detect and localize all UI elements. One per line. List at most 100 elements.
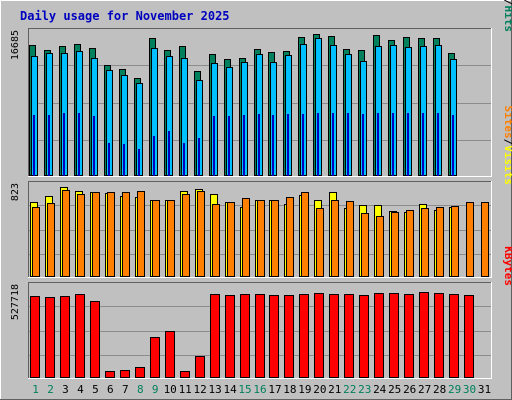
bar-sites-day-10 xyxy=(167,200,175,277)
bar-kbytes-day-11 xyxy=(180,371,190,378)
bar-sites-day-2 xyxy=(47,203,55,277)
bar-sites-day-1 xyxy=(32,207,40,277)
bar-pages-day-16 xyxy=(258,114,260,176)
bar-sites-day-31 xyxy=(481,202,489,277)
bar-kbytes-day-5 xyxy=(90,301,100,378)
bar-kbytes-day-24 xyxy=(374,293,384,378)
day-label-9: 9 xyxy=(152,383,159,396)
bar-pages-day-3 xyxy=(63,113,65,176)
bar-pages-day-17 xyxy=(272,115,274,176)
bar-pages-day-25 xyxy=(392,113,394,176)
bar-pages-day-14 xyxy=(228,116,230,176)
day-label-18: 18 xyxy=(283,383,296,396)
bar-sites-day-20 xyxy=(316,208,324,277)
side-legend-part: Hits xyxy=(502,6,512,33)
day-label-24: 24 xyxy=(373,383,387,396)
bar-kbytes-day-14 xyxy=(225,295,235,378)
side-legend-part: / xyxy=(502,0,512,6)
bar-pages-day-21 xyxy=(332,113,334,176)
ymax-label-visits_sites: 823 xyxy=(10,183,21,201)
bar-pages-day-13 xyxy=(213,116,215,176)
bar-kbytes-day-15 xyxy=(240,294,250,378)
bar-sites-day-29 xyxy=(451,206,459,277)
bar-pages-day-10 xyxy=(168,131,170,176)
bar-pages-day-20 xyxy=(317,113,319,176)
bar-sites-day-25 xyxy=(391,212,399,277)
day-label-28: 28 xyxy=(433,383,446,396)
bar-sites-day-17 xyxy=(271,200,279,277)
bar-pages-day-23 xyxy=(362,114,364,176)
day-label-6: 6 xyxy=(107,383,114,396)
ymax-label-hits_files_pages: 16685 xyxy=(10,30,21,60)
chart-title: Daily usage for November 2025 xyxy=(20,9,230,23)
day-label-8: 8 xyxy=(137,383,144,396)
bar-sites-day-30 xyxy=(466,202,474,277)
bar-pages-day-15 xyxy=(243,115,245,176)
bar-pages-day-2 xyxy=(48,115,50,176)
bar-sites-day-3 xyxy=(62,190,70,277)
bar-sites-day-22 xyxy=(346,201,354,277)
side-legend-kbytes: KBytes xyxy=(502,246,512,286)
bar-sites-day-26 xyxy=(406,210,414,277)
bar-sites-day-5 xyxy=(92,192,100,277)
day-label-19: 19 xyxy=(298,383,311,396)
day-label-15: 15 xyxy=(238,383,251,396)
day-label-27: 27 xyxy=(418,383,431,396)
bar-sites-day-15 xyxy=(242,198,250,277)
bar-kbytes-day-25 xyxy=(389,293,399,378)
bar-pages-day-27 xyxy=(422,113,424,176)
bar-sites-day-16 xyxy=(257,200,265,277)
bar-kbytes-day-19 xyxy=(299,294,309,378)
bar-sites-day-4 xyxy=(77,194,85,277)
side-legend-part: Visits xyxy=(502,145,512,185)
day-label-1: 1 xyxy=(32,383,39,396)
bar-kbytes-day-22 xyxy=(344,294,354,378)
bar-pages-day-7 xyxy=(123,144,125,176)
ymax-label-kbytes: 527718 xyxy=(10,284,21,320)
bar-kbytes-day-26 xyxy=(404,294,414,378)
bar-pages-day-12 xyxy=(198,138,200,176)
bar-kbytes-day-8 xyxy=(135,367,145,378)
bar-pages-day-18 xyxy=(287,114,289,176)
bar-pages-day-9 xyxy=(153,136,155,176)
day-label-30: 30 xyxy=(463,383,476,396)
bar-sites-day-11 xyxy=(182,194,190,277)
side-legend-visits_sites: Sites/Visits xyxy=(502,106,512,186)
bar-sites-day-8 xyxy=(137,191,145,277)
bar-sites-day-23 xyxy=(361,213,369,277)
bar-kbytes-day-17 xyxy=(269,295,279,378)
bar-kbytes-day-12 xyxy=(195,356,205,378)
bar-sites-day-12 xyxy=(197,191,205,277)
day-label-23: 23 xyxy=(358,383,371,396)
bar-pages-day-22 xyxy=(347,113,349,176)
bar-sites-day-14 xyxy=(227,202,235,277)
bar-kbytes-day-20 xyxy=(314,293,324,378)
bar-kbytes-day-1 xyxy=(30,296,40,378)
day-label-29: 29 xyxy=(448,383,461,396)
bar-kbytes-day-18 xyxy=(284,295,294,378)
bar-kbytes-day-29 xyxy=(449,294,459,378)
bar-pages-day-8 xyxy=(138,149,140,176)
day-label-22: 22 xyxy=(343,383,356,396)
bar-kbytes-day-4 xyxy=(75,294,85,378)
bar-sites-day-24 xyxy=(376,216,384,277)
bar-pages-day-28 xyxy=(437,113,439,176)
day-label-17: 17 xyxy=(268,383,281,396)
bar-sites-day-13 xyxy=(212,204,220,277)
day-label-21: 21 xyxy=(328,383,341,396)
day-label-2: 2 xyxy=(47,383,54,396)
bar-sites-day-7 xyxy=(122,192,130,277)
side-legend-part: / xyxy=(502,139,512,146)
bar-kbytes-day-10 xyxy=(165,331,175,378)
bar-kbytes-day-21 xyxy=(329,294,339,378)
bar-sites-day-19 xyxy=(301,192,309,277)
side-legend-hits_files_pages: Pages/Files/Hits xyxy=(502,0,512,32)
bar-pages-day-6 xyxy=(108,143,110,176)
bar-sites-day-28 xyxy=(436,207,444,277)
day-label-11: 11 xyxy=(179,383,192,396)
bar-sites-day-6 xyxy=(107,192,115,277)
bar-pages-day-1 xyxy=(33,115,35,176)
bar-kbytes-day-2 xyxy=(45,297,55,378)
bar-kbytes-day-9 xyxy=(150,337,160,378)
bar-kbytes-day-16 xyxy=(255,294,265,378)
